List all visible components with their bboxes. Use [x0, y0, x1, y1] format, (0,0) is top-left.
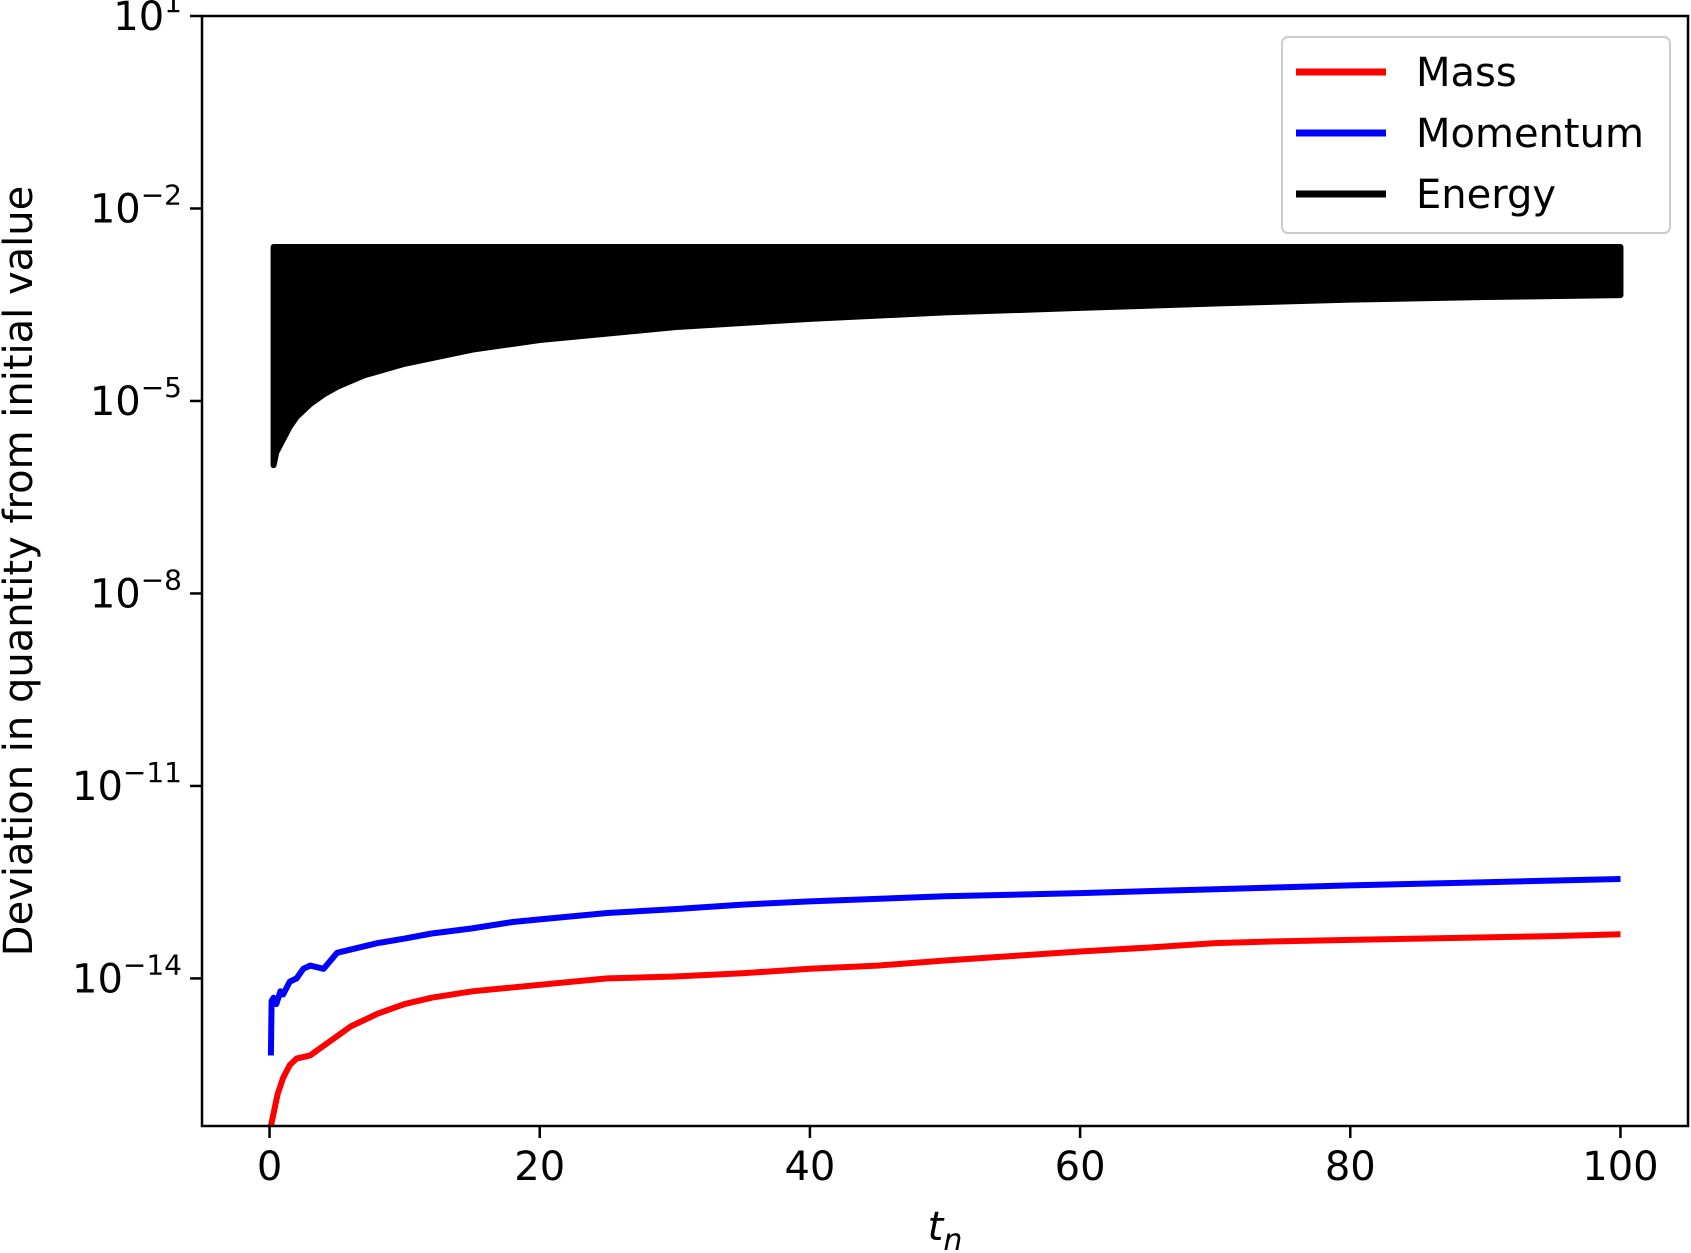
legend: Mass Momentum Energy: [1281, 36, 1671, 234]
y-tick-label: 10−5: [90, 371, 182, 425]
x-axis-title-main: t: [928, 1204, 945, 1250]
x-axis: 0 20 40 60 80 100: [257, 1126, 1659, 1190]
y-axis: 101 10−2 10−5 10−8 10−11 10−14: [72, 0, 202, 1002]
legend-label-momentum: Momentum: [1416, 111, 1644, 157]
legend-entries: Mass Momentum Energy: [1296, 50, 1644, 218]
x-axis-title: tn: [928, 1204, 963, 1253]
x-tick-label: 80: [1325, 1144, 1376, 1190]
legend-label-mass: Mass: [1416, 50, 1517, 96]
x-tick-label: 0: [257, 1144, 282, 1190]
legend-box: [1281, 36, 1671, 234]
y-tick-label: 10−2: [90, 178, 182, 232]
legend-label-energy: Energy: [1416, 172, 1556, 218]
y-axis-title: Deviation in quantity from initial value: [0, 186, 42, 956]
series-layer: [267, 243, 1624, 1126]
y-tick-label: 10−8: [90, 563, 182, 617]
x-tick-label: 20: [514, 1144, 565, 1190]
series-mass-line: [267, 931, 1621, 1126]
y-tick-label: 10−11: [72, 756, 182, 810]
x-tick-label: 60: [1055, 1144, 1106, 1190]
x-tick-label: 40: [784, 1144, 835, 1190]
x-tick-label: 100: [1582, 1144, 1658, 1190]
y-tick-label: 10−14: [72, 948, 182, 1002]
plot-frame: [200, 14, 1690, 1128]
series-energy-band: [270, 243, 1624, 469]
series-momentum-line: [267, 876, 1621, 1056]
x-axis-title-subscript: n: [943, 1223, 962, 1253]
y-tick-label: 101: [113, 0, 182, 40]
